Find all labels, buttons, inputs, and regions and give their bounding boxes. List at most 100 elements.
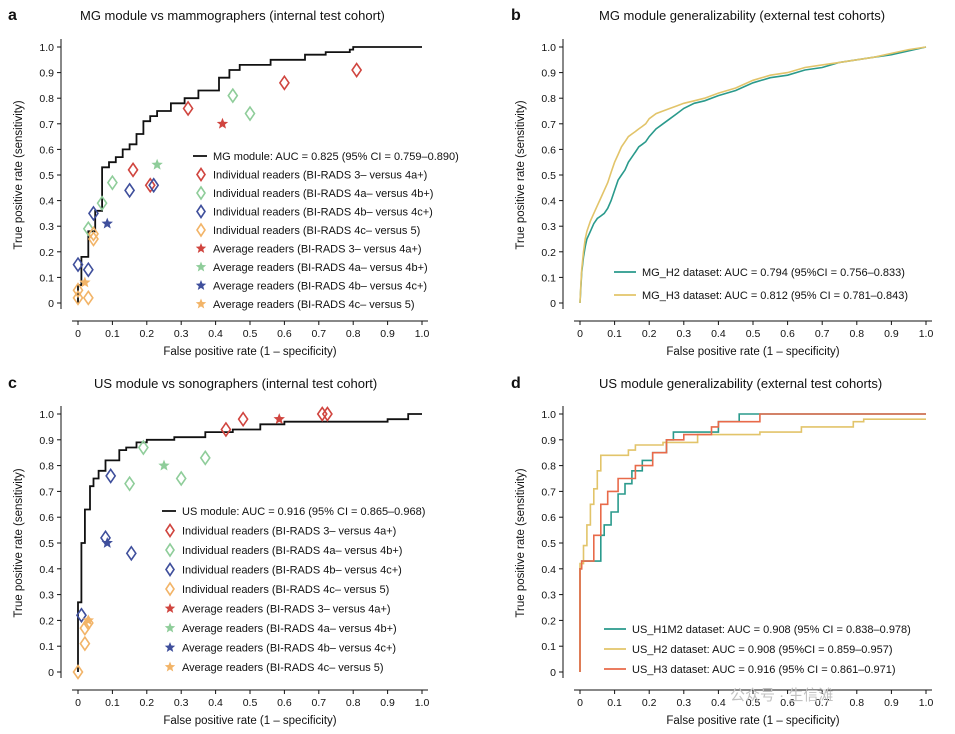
panel-d-y-tick-label: 0.4 [541,564,556,576]
panel-c-legend-label: Average readers (BI-RADS 4b– versus 4c+) [182,643,396,655]
panel-c-series-8-star-point [82,614,95,626]
panel-b-x-tick-label: 0.1 [607,328,622,340]
panel-d-x-tick-label: 0.1 [607,697,622,709]
panel-c-x-tick-label: 0.4 [208,697,223,709]
panel-d-legend-label: US_H3 dataset: AUC = 0.916 (95% CI = 0.8… [632,664,896,676]
panel-d-x-tick-label: 1.0 [919,697,934,709]
panel-c-x-tick-label: 0.1 [105,697,120,709]
panel-b-letter: b [511,7,521,24]
panel-b-legend-label: MG_H2 dataset: AUC = 0.794 (95%CI = 0.75… [642,267,905,279]
panel-c-chart: c US module vs sonographers (internal tes… [8,375,429,727]
panel-c-series-0-curve [77,413,422,672]
panel-b-series-0-curve [579,46,927,304]
panel-b-y-tick-label: 0.2 [541,247,556,259]
panel-b-x-tick-label: 0.9 [884,328,899,340]
panel-a-legend-label: Average readers (BI-RADS 4b– versus 4c+) [213,281,427,293]
panel-c-series-2-diamond-point [137,439,149,456]
panel-a-y-tick-label: 0.4 [39,196,54,208]
panel-c-series-3-diamond-point [75,607,87,624]
panel-c-legend-label: US module: AUC = 0.916 (95% CI = 0.865–0… [182,506,425,518]
panel-c-series-2-diamond-point [124,475,136,492]
panel-b-y-tick-label: 0.8 [541,93,556,105]
panel-a-series-4-diamond-point [72,289,84,306]
panel-c-series-2-diamond-point [175,470,187,487]
panel-c-y-tick-label: 0.8 [39,461,54,473]
panel-a-series-8-star-point [79,276,91,288]
panel-a-series-4-diamond-point [72,282,84,299]
panel-a-legend-label: Average readers (BI-RADS 4a– versus 4b+) [213,262,428,274]
panel-c-series-2-diamond-point [199,449,211,466]
panel-b-y-tick-label: 0.5 [541,170,556,182]
panel-c-series-4-diamond-point [79,635,91,652]
panel-b-title: MG module generalizability (external tes… [599,8,885,23]
panel-a-y-tick-label: 0.1 [39,272,54,284]
panel-c-letter: c [8,375,17,392]
panel-b-x-axis-label: False positive rate (1 – specificity) [666,346,839,358]
panel-a-x-axis-label: False positive rate (1 – specificity) [163,346,336,358]
panel-a-series-5-star-point [216,117,229,129]
panel-c-legend-star [164,642,176,652]
panel-a-letter: a [8,7,17,24]
panel-c-legend-diamond [165,581,175,597]
panel-c-y-tick-label: 0.7 [39,486,54,498]
panel-a-x-tick-label: 0.9 [380,328,395,340]
panel-d-y-tick-label: 0.6 [541,512,556,524]
panel-d-series-2-curve [579,413,926,672]
panel-c-legend-label: Average readers (BI-RADS 4a– versus 4b+) [182,623,397,635]
panel-a-series-1-diamond-point [351,62,363,78]
panel-c-legend-diamond [165,562,175,577]
panel-a-y-axis-label: True positive rate (sensitivity) [13,100,25,249]
panel-d-y-tick-label: 0.7 [541,486,556,498]
panel-b-x-tick-label: 0.4 [711,328,726,340]
panel-d-x-tick-label: 0.4 [711,697,726,709]
panel-b-y-tick-label: 0.3 [541,221,556,233]
panel-b-y-tick-label: 0.6 [541,144,556,156]
panel-a-chart: a MG module vs mammographers (internal te… [8,7,459,358]
panel-b-x-tick-label: 0 [577,328,583,340]
panel-d-x-axis-label: False positive rate (1 – specificity) [666,715,839,727]
panel-c-title: US module vs sonographers (internal test… [94,376,377,391]
panel-a-legend-diamond [196,204,206,219]
panel-a-y-tick-label: 0.2 [39,247,54,259]
panel-d-y-tick-label: 1.0 [541,409,556,421]
panel-a-series-3-diamond-point [148,177,160,194]
panel-d-y-tick-label: 0.8 [541,461,556,473]
panel-b-x-tick-label: 0.5 [746,328,761,340]
panel-c-series-4-diamond-point [82,615,94,631]
panel-c-y-tick-label: 0.6 [39,512,54,524]
panel-a-y-tick-label: 0.9 [39,68,54,80]
panel-d-letter: d [511,375,521,392]
panel-d-x-tick-label: 0.9 [884,697,899,709]
panel-b-chart: b MG module generalizability (external te… [511,7,933,358]
panel-c-x-tick-label: 0.3 [174,697,189,709]
panel-b-y-tick-label: 0.7 [541,119,556,131]
panel-a-y-tick-label: 0.8 [39,93,54,105]
panel-c-series-4-diamond-point [72,664,84,680]
panel-b-x-tick-label: 0.8 [849,328,864,340]
panel-d-x-tick-label: 0.3 [676,697,691,709]
panel-c-legend-star [164,661,176,672]
panel-a-series-7-star-point [101,217,113,229]
panel-c-x-tick-label: 0 [75,697,81,709]
panel-d-y-tick-label: 0.5 [541,538,556,550]
panel-d-x-tick-label: 0.2 [642,697,657,709]
panel-c-x-tick-label: 0.7 [311,697,326,709]
panel-b-x-tick-label: 1.0 [919,328,934,340]
panel-c-y-tick-label: 0.4 [39,564,54,576]
panel-a-series-2-diamond-point [227,87,239,104]
panel-d-series-1-curve [579,418,926,672]
panel-d-x-tick-label: 0.6 [780,697,795,709]
panel-a-y-tick-label: 0.7 [39,119,54,131]
panel-a-series-3-diamond-point [124,182,136,199]
panel-a-legend-label: Individual readers (BI-RADS 4a– versus 4… [213,188,433,200]
panel-a-legend-diamond [196,167,206,182]
panel-b-y-tick-label: 1.0 [541,42,556,54]
panel-c-x-tick-label: 0.6 [277,697,292,709]
panel-d-y-tick-label: 0 [550,667,556,679]
panel-a-legend-label: MG module: AUC = 0.825 (95% CI = 0.759–0… [213,151,459,163]
panel-c-legend-diamond [165,523,175,538]
panel-b-y-axis-label: True positive rate (sensitivity) [515,100,527,249]
panel-a-legend-label: Individual readers (BI-RADS 3– versus 4a… [213,170,427,182]
panel-b-x-tick-label: 0.3 [676,328,691,340]
panel-a-series-3-diamond-point [82,261,94,278]
